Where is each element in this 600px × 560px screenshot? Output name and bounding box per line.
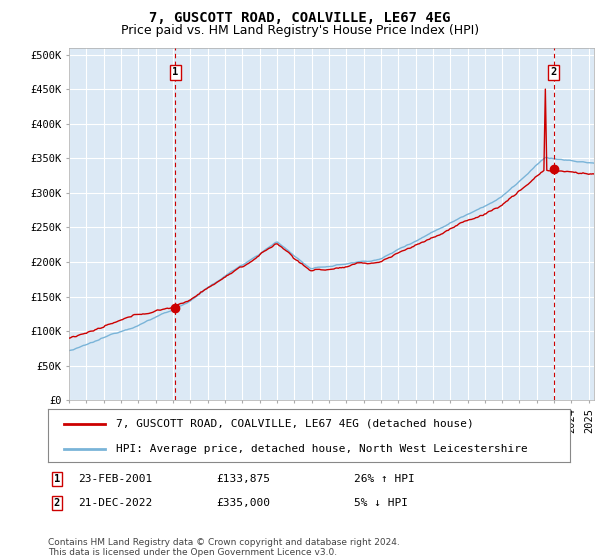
Text: 1: 1 xyxy=(54,474,60,484)
Text: 7, GUSCOTT ROAD, COALVILLE, LE67 4EG: 7, GUSCOTT ROAD, COALVILLE, LE67 4EG xyxy=(149,11,451,25)
Text: 26% ↑ HPI: 26% ↑ HPI xyxy=(354,474,415,484)
Text: 2: 2 xyxy=(54,498,60,508)
Text: HPI: Average price, detached house, North West Leicestershire: HPI: Average price, detached house, Nort… xyxy=(116,444,527,454)
Text: 2: 2 xyxy=(551,67,557,77)
Text: 7, GUSCOTT ROAD, COALVILLE, LE67 4EG (detached house): 7, GUSCOTT ROAD, COALVILLE, LE67 4EG (de… xyxy=(116,419,473,429)
Text: 23-FEB-2001: 23-FEB-2001 xyxy=(78,474,152,484)
Text: Price paid vs. HM Land Registry's House Price Index (HPI): Price paid vs. HM Land Registry's House … xyxy=(121,24,479,36)
Text: £133,875: £133,875 xyxy=(216,474,270,484)
Text: £335,000: £335,000 xyxy=(216,498,270,508)
Text: Contains HM Land Registry data © Crown copyright and database right 2024.
This d: Contains HM Land Registry data © Crown c… xyxy=(48,538,400,557)
Text: 5% ↓ HPI: 5% ↓ HPI xyxy=(354,498,408,508)
Text: 21-DEC-2022: 21-DEC-2022 xyxy=(78,498,152,508)
Text: 1: 1 xyxy=(172,67,179,77)
